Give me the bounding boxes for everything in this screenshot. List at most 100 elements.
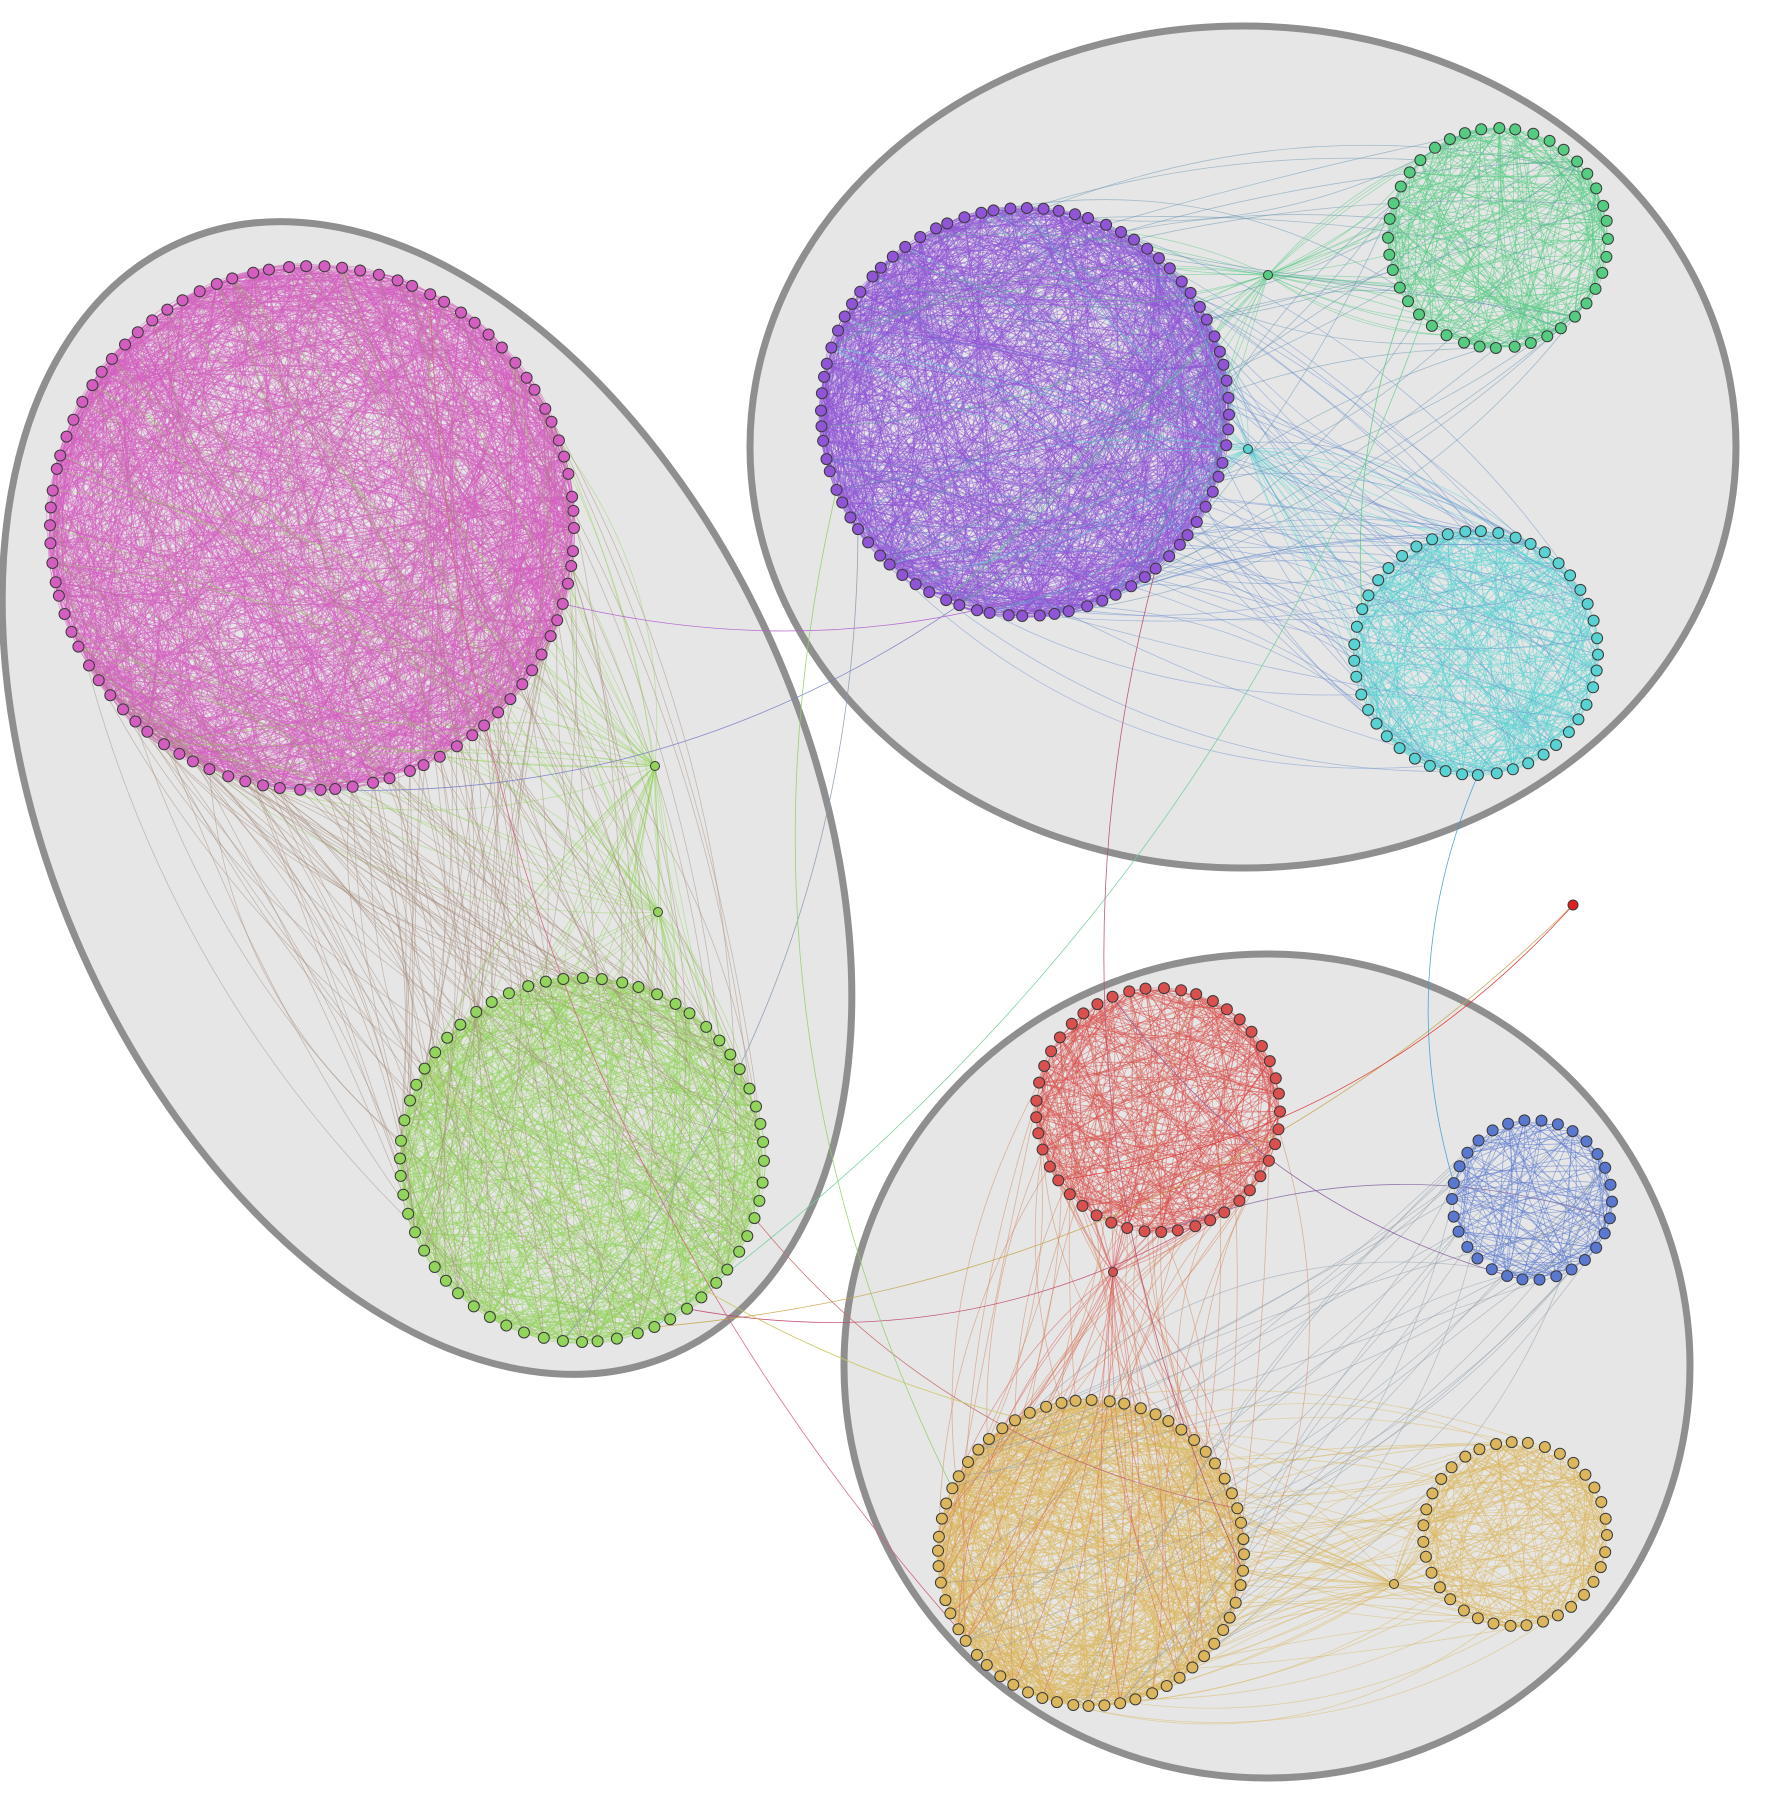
community-edge-magenta: [49, 280, 398, 526]
community-edge-magenta: [56, 283, 218, 470]
community-edge-lime: [414, 1160, 765, 1233]
community-edge-lime: [435, 1052, 740, 1070]
community-edge-lime: [399, 1158, 688, 1310]
community-edge-magenta: [52, 490, 573, 530]
community-edge-lime: [445, 1106, 757, 1282]
community-edge-magenta: [324, 266, 499, 713]
community-edge-lime: [491, 1001, 755, 1219]
community-edge-lime: [701, 1217, 755, 1298]
community-edge-magenta: [59, 455, 281, 789]
community-edge-magenta: [78, 550, 574, 647]
community-edge-magenta: [56, 468, 575, 541]
community-edge-magenta: [341, 267, 442, 757]
community-edge-magenta: [66, 436, 569, 584]
community-edge-magenta: [146, 280, 398, 732]
community-edge-magenta: [56, 468, 264, 786]
community-edge-magenta: [101, 309, 168, 373]
community-edge-lime: [434, 1068, 740, 1268]
community-edge-magenta: [64, 565, 572, 615]
community-edge-lime: [654, 1251, 740, 1328]
community-edge-magenta: [52, 283, 218, 564]
community-edge-magenta: [231, 278, 523, 685]
community-edge-magenta: [352, 322, 476, 787]
community-edge-magenta: [78, 312, 462, 647]
community-edge-magenta: [52, 358, 113, 564]
community-edge-magenta: [56, 468, 575, 542]
community-edge-lime: [621, 982, 764, 1143]
community-edge-magenta: [397, 280, 574, 552]
community-edge-magenta: [550, 527, 575, 637]
community-edge-magenta: [59, 272, 254, 456]
community-edge-lime: [409, 1100, 671, 1320]
community-edge-magenta: [352, 274, 402, 787]
community-edge-lime: [446, 1037, 755, 1219]
community-edge-magenta: [58, 440, 559, 597]
community-edge-lime: [582, 977, 740, 1070]
community-edge-magenta: [359, 270, 535, 390]
community-edge-magenta: [227, 301, 445, 777]
community-edge-magenta: [147, 731, 336, 790]
community-edge-lime: [675, 1003, 740, 1252]
community-edge-magenta: [58, 334, 489, 597]
community-edge-magenta: [78, 389, 535, 647]
community-edge-magenta: [341, 267, 552, 423]
community-edge-magenta: [124, 344, 458, 747]
community-edge-magenta: [324, 266, 354, 787]
community-edge-magenta: [101, 371, 411, 772]
community-edge-lime: [475, 1011, 598, 1342]
community-edge-magenta: [378, 274, 560, 441]
community-edge-lime: [543, 1123, 761, 1339]
community-edge-magenta: [64, 613, 457, 747]
community-edge-magenta: [81, 401, 229, 777]
community-edge-magenta: [50, 496, 573, 544]
community-edge-magenta: [320, 683, 523, 791]
community-edge-magenta: [52, 455, 574, 512]
community-edge-magenta: [166, 309, 301, 790]
community-edge-magenta: [287, 266, 354, 787]
community-edge-magenta: [252, 272, 564, 605]
community-edge-lime: [754, 1123, 766, 1219]
community-edge-magenta: [88, 665, 148, 732]
community-edge-magenta: [111, 358, 499, 713]
community-edge-magenta: [111, 358, 354, 788]
community-edge-lime: [434, 1052, 717, 1284]
community-edge-magenta: [82, 269, 270, 403]
community-edge-lime: [400, 1140, 545, 1339]
community-edge-lime: [414, 1141, 764, 1233]
community-edge-magenta: [78, 527, 575, 647]
community-edge-magenta: [182, 300, 354, 787]
community-edge-magenta: [98, 635, 551, 681]
community-edge-magenta: [88, 332, 139, 666]
community-edge-lime: [675, 1003, 728, 1270]
community-edge-magenta: [228, 744, 457, 777]
community-edge-lime: [415, 1084, 491, 1318]
community-edge-magenta: [262, 619, 558, 786]
community-edge-magenta: [55, 581, 440, 758]
community-edge-lime: [601, 978, 748, 1237]
community-edge-lime: [527, 985, 671, 1320]
community-edge-magenta: [352, 510, 574, 788]
community-edge-magenta: [472, 670, 533, 736]
community-edge-magenta: [146, 300, 183, 732]
community-edge-magenta: [209, 267, 343, 770]
community-edge-lime: [457, 1251, 740, 1294]
community-edge-lime: [400, 1140, 436, 1268]
community-edge-lime: [434, 1052, 525, 1333]
community-edge-magenta: [244, 301, 445, 782]
community-edge-magenta: [78, 301, 445, 647]
community-edge-magenta: [55, 267, 343, 583]
community-edge-lime: [445, 1088, 750, 1282]
community-edge-lime: [403, 1194, 525, 1333]
community-edge-magenta: [56, 291, 201, 470]
community-edge-magenta: [101, 266, 290, 373]
community-edge-magenta: [66, 272, 254, 437]
community-edge-magenta: [423, 362, 516, 766]
community-edge-magenta: [245, 669, 533, 782]
community-edge-magenta: [124, 344, 574, 552]
community-edge-lime: [489, 986, 529, 1318]
community-edge-magenta: [135, 721, 246, 782]
community-edge-magenta: [50, 507, 301, 791]
community-edge-magenta: [397, 280, 458, 757]
community-edge-magenta: [439, 347, 503, 757]
community-edge-magenta: [137, 332, 354, 788]
